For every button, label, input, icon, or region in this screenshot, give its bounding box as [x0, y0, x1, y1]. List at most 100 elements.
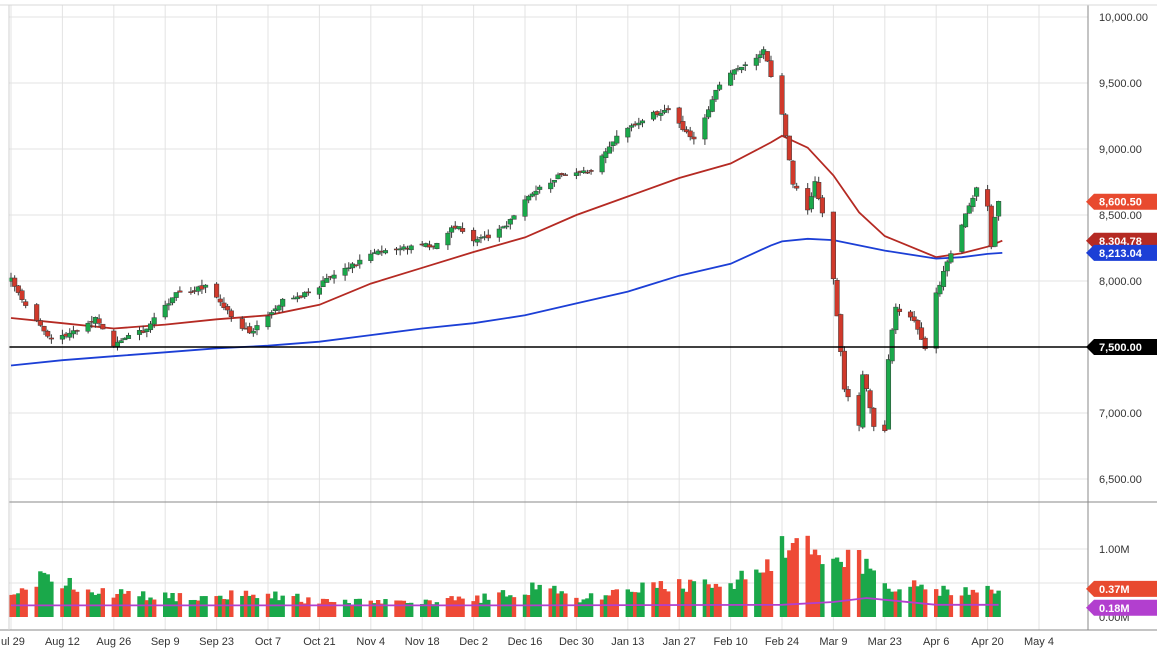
- volume-bar: [970, 589, 976, 617]
- candle-up: [548, 182, 554, 190]
- candle-up: [739, 66, 745, 71]
- candle-up: [449, 227, 455, 233]
- volume-bar: [783, 557, 788, 617]
- candle-down: [228, 310, 234, 317]
- volume-bar: [298, 601, 304, 617]
- volume-bar: [886, 588, 891, 617]
- x-tick-label: Feb 10: [713, 636, 747, 648]
- volume-bar: [537, 584, 542, 617]
- volume-bar: [346, 603, 351, 617]
- candle-up: [885, 359, 892, 430]
- moving-average-lines: [10, 134, 1003, 367]
- candle-up: [276, 305, 282, 311]
- volume-bar: [273, 591, 278, 617]
- volume-bar: [174, 601, 179, 617]
- candle-up: [342, 267, 348, 276]
- candle-up: [474, 239, 480, 243]
- volume-bar: [63, 585, 69, 617]
- volume-bar: [585, 598, 590, 617]
- volume-bar: [845, 549, 851, 617]
- volume-bar: [302, 603, 307, 617]
- volume-bar: [504, 596, 509, 617]
- volume-bar: [945, 589, 950, 617]
- candle-up: [625, 127, 631, 138]
- candle-up: [166, 303, 172, 306]
- volume-bar: [85, 589, 91, 617]
- volume-bar: [45, 574, 50, 617]
- x-tick-label: Feb 24: [765, 636, 799, 648]
- volume-bar: [350, 604, 355, 617]
- candle-down: [896, 308, 903, 312]
- candle-down: [100, 323, 106, 330]
- candle-down: [96, 318, 102, 324]
- volume-bar: [941, 585, 946, 617]
- volume-bar: [137, 596, 142, 617]
- candle-up: [599, 155, 605, 173]
- volume-bar: [934, 589, 939, 617]
- volume-bar: [765, 559, 770, 617]
- volume-label-text: 0.18M: [1099, 603, 1130, 615]
- volume-bar: [247, 595, 252, 617]
- candle-down: [353, 264, 359, 267]
- volume-bar: [548, 588, 553, 617]
- candle-up: [702, 117, 708, 140]
- volume-bar: [405, 603, 410, 617]
- volume-bar: [243, 590, 249, 617]
- volume-bar: [713, 583, 719, 617]
- price-label-bg: [1086, 339, 1157, 355]
- volume-bar: [754, 569, 759, 617]
- volume-bar: [372, 603, 377, 617]
- candle-up: [375, 250, 381, 255]
- volume-bar: [423, 599, 429, 617]
- volume-bar: [478, 602, 484, 617]
- candle-up: [974, 187, 980, 197]
- volume-bar: [269, 598, 274, 617]
- candle-up: [147, 323, 154, 331]
- volume-bar: [41, 572, 47, 617]
- volume-bar: [867, 568, 873, 617]
- volume-bar: [842, 567, 847, 617]
- candle-down: [305, 291, 311, 294]
- candle-up: [169, 297, 176, 304]
- volume-bar: [140, 591, 146, 617]
- x-tick-label: Nov 18: [405, 636, 440, 648]
- candle-down: [841, 350, 847, 390]
- volume-bar: [779, 536, 785, 617]
- candle-up: [614, 135, 620, 144]
- candle-down: [830, 211, 836, 280]
- candle-down: [691, 136, 697, 140]
- price-label-text: 8,213.04: [1099, 248, 1143, 260]
- candle-up: [85, 322, 91, 332]
- volume-bar: [401, 600, 407, 617]
- volume-bar: [331, 602, 337, 617]
- volume-bar: [49, 581, 54, 617]
- candle-down: [188, 291, 194, 293]
- candle-up: [522, 199, 528, 217]
- volume-bar: [706, 584, 711, 617]
- candle-down: [786, 135, 792, 161]
- volume-bar: [834, 557, 840, 617]
- volume-bar: [397, 600, 403, 617]
- candle-up: [992, 216, 998, 247]
- volume-bar: [919, 584, 924, 617]
- volume-bar: [449, 596, 454, 617]
- y-tick-label: 8,500.00: [1099, 210, 1142, 222]
- candle-down: [247, 326, 253, 334]
- candle-down: [871, 407, 877, 427]
- volume-bar: [71, 589, 76, 617]
- candle-up: [294, 296, 300, 300]
- volume-bar: [893, 591, 899, 617]
- candle-down: [676, 107, 682, 124]
- candle-down: [34, 304, 40, 321]
- candle-up: [67, 332, 73, 338]
- volume-bar: [280, 595, 285, 617]
- volume-bar: [614, 589, 619, 617]
- candle-up: [551, 179, 557, 183]
- volume-bar: [408, 602, 414, 617]
- candle-up: [889, 329, 895, 362]
- candle-down: [867, 390, 873, 409]
- candle-up: [324, 278, 330, 283]
- candle-up: [731, 69, 737, 75]
- grid: [9, 5, 1088, 630]
